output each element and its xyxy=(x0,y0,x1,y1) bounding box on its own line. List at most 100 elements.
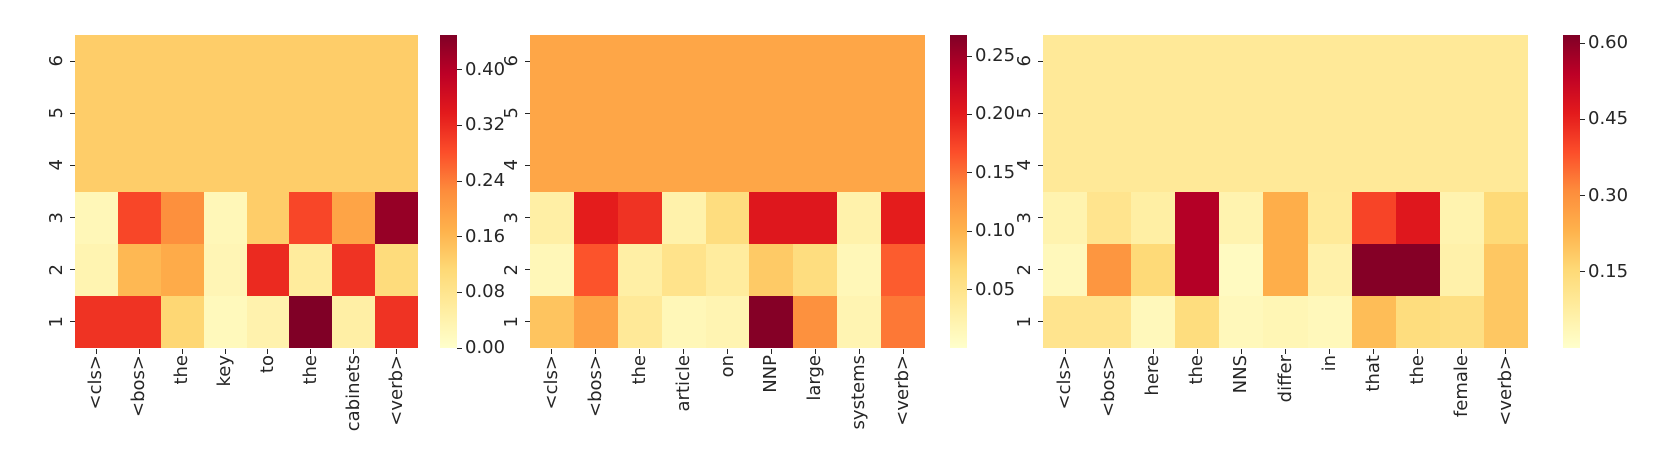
y-tick-label: 1 xyxy=(1014,315,1035,328)
heatmap-cell xyxy=(246,191,290,244)
heatmap-cell xyxy=(837,243,882,296)
heatmap-cell xyxy=(1175,191,1220,244)
heatmap-cell xyxy=(881,191,925,244)
heatmap-cell xyxy=(1307,295,1352,348)
x-tick-mark xyxy=(770,349,772,354)
colorbar-tick-label: 0.40 xyxy=(465,58,506,80)
heatmap-cell xyxy=(1175,243,1220,296)
heatmap-cell xyxy=(881,295,925,348)
colorbar-tick-mark xyxy=(457,69,462,71)
heatmap-cell xyxy=(1351,243,1396,296)
heatmap-cell xyxy=(617,191,662,244)
colorbar-tick-mark xyxy=(457,347,462,349)
heatmap-cell xyxy=(246,139,290,192)
heatmap-cell xyxy=(837,191,882,244)
colorbar-tick-label: 0.00 xyxy=(465,337,506,358)
colorbar-tick-label: 0.10 xyxy=(975,220,1016,242)
heatmap-cell xyxy=(1087,139,1132,192)
heatmap-cell xyxy=(1483,295,1528,348)
heatmap-cell xyxy=(617,139,662,192)
heatmap-cell xyxy=(617,295,662,348)
y-tick-label: 3 xyxy=(1014,211,1035,224)
heatmap-cell xyxy=(661,191,706,244)
colorbar-tick-mark xyxy=(1580,118,1585,120)
heatmap-cell xyxy=(1131,35,1176,88)
heatmap-cell xyxy=(617,243,662,296)
y-tick-mark xyxy=(70,164,75,166)
heatmap-cell xyxy=(573,139,618,192)
heatmap-cell xyxy=(1043,191,1088,244)
heatmap-cell xyxy=(881,243,925,296)
x-tick-mark xyxy=(1373,349,1375,354)
heatmap-cell xyxy=(1175,139,1220,192)
heatmap-cell xyxy=(881,139,925,192)
heatmap-cell xyxy=(705,139,750,192)
heatmap-cell xyxy=(1439,35,1484,88)
colorbar-tick-label: 0.30 xyxy=(1588,184,1629,206)
colorbar-tick-label: 0.25 xyxy=(975,45,1016,67)
heatmap-cell xyxy=(749,295,794,348)
heatmap-cell xyxy=(1219,295,1264,348)
heatmap-cell xyxy=(160,243,204,296)
colorbar-tick-mark xyxy=(457,291,462,293)
heatmap-cell xyxy=(661,87,706,140)
heatmap-cell xyxy=(1263,35,1308,88)
heatmap-cell xyxy=(1439,87,1484,140)
heatmap-cell xyxy=(530,35,574,88)
heatmap-cell xyxy=(246,87,290,140)
heatmap-cell xyxy=(1131,87,1176,140)
y-tick-label: 2 xyxy=(1014,263,1035,276)
x-tick-mark xyxy=(310,349,312,354)
heatmap-cell xyxy=(160,191,204,244)
heatmap-cell xyxy=(246,243,290,296)
heatmap-cell xyxy=(1263,295,1308,348)
heatmap-cell xyxy=(530,139,574,192)
heatmap-cell xyxy=(75,87,118,140)
heatmap-cell xyxy=(1087,191,1132,244)
colorbar-tick-mark xyxy=(967,230,972,232)
heatmap-cell xyxy=(837,139,882,192)
heatmap-cell xyxy=(375,35,418,88)
heatmap-cell xyxy=(117,295,161,348)
heatmap-cell xyxy=(1087,87,1132,140)
x-tick-label: in xyxy=(1318,355,1340,372)
heatmap-cell xyxy=(1043,243,1088,296)
x-tick-mark xyxy=(858,349,860,354)
heatmap-cell xyxy=(1483,139,1528,192)
heatmap-cell xyxy=(749,87,794,140)
colorbar-tick-label: 0.16 xyxy=(465,225,506,247)
x-tick-mark xyxy=(1285,349,1286,354)
heatmap-cell xyxy=(1395,35,1440,88)
heatmap-cell xyxy=(289,191,333,244)
heatmap-cell xyxy=(1307,191,1352,244)
colorbar-tick-label: 0.08 xyxy=(465,281,506,303)
heatmap-cell xyxy=(1043,87,1088,140)
y-tick-mark xyxy=(70,217,75,219)
colorbar-tick-mark xyxy=(1580,271,1585,273)
colorbar-tick-mark xyxy=(1580,195,1585,197)
heatmap-cell xyxy=(1219,139,1264,192)
x-tick-mark xyxy=(902,349,904,354)
x-tick-label: here xyxy=(1142,355,1164,396)
heatmap-cell xyxy=(1395,191,1440,244)
heatmap-cell xyxy=(1395,295,1440,348)
heatmap-cell xyxy=(837,35,882,88)
heatmap-cell xyxy=(1087,295,1132,348)
heatmap-cell xyxy=(1087,243,1132,296)
heatmap-cell xyxy=(1439,243,1484,296)
x-tick-mark xyxy=(1064,349,1066,354)
y-tick-mark xyxy=(525,164,530,166)
heatmap-cell xyxy=(375,243,418,296)
y-tick-mark xyxy=(1038,217,1043,219)
x-tick-mark xyxy=(353,349,355,354)
colorbar xyxy=(1563,35,1580,348)
x-tick-mark xyxy=(138,349,140,354)
heatmap-cell xyxy=(1351,139,1396,192)
y-tick-mark xyxy=(525,217,530,219)
heatmap-cell xyxy=(1219,191,1264,244)
heatmap-cell xyxy=(617,87,662,140)
colorbar-tick-mark xyxy=(967,289,972,291)
heatmap-cell xyxy=(1439,191,1484,244)
x-tick-label: <verb> xyxy=(1494,355,1516,426)
